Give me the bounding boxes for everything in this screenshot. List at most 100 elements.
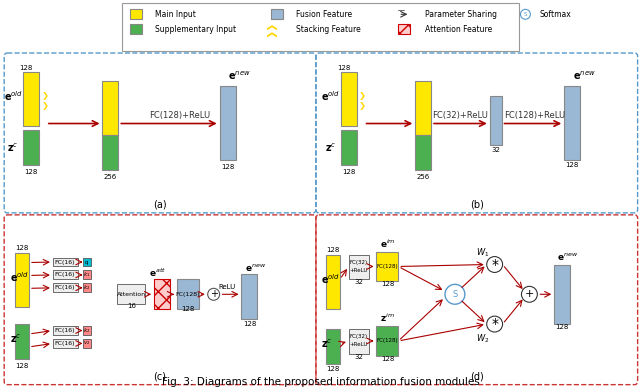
FancyBboxPatch shape [415,81,431,135]
FancyBboxPatch shape [131,9,142,19]
Circle shape [522,286,538,302]
FancyBboxPatch shape [326,329,340,364]
Text: 128: 128 [181,306,195,312]
FancyBboxPatch shape [53,258,77,267]
Text: 128: 128 [337,65,351,71]
Text: ❯
❯: ❯ ❯ [42,91,49,110]
FancyBboxPatch shape [83,339,91,348]
Text: (a): (a) [153,200,167,210]
Circle shape [486,316,502,332]
FancyBboxPatch shape [349,255,369,280]
Text: 128: 128 [381,282,394,287]
Text: $\mathbf{e}^{new}$: $\mathbf{e}^{new}$ [228,70,251,82]
Text: S: S [524,12,527,17]
Text: Fig. 3: Diagrams of the proposed information fusion modules: Fig. 3: Diagrams of the proposed informa… [162,377,480,387]
Text: FC(32): FC(32) [349,334,368,339]
Text: 128: 128 [326,247,339,253]
FancyBboxPatch shape [349,329,369,354]
Text: +: + [525,289,534,299]
Text: *: * [491,258,498,271]
Text: Attention Feature: Attention Feature [425,25,492,34]
Text: $k_2$: $k_2$ [83,326,90,335]
FancyBboxPatch shape [23,72,39,127]
FancyBboxPatch shape [83,271,91,280]
Text: q: q [85,260,88,265]
Text: FC(16): FC(16) [54,328,75,333]
Text: $k_1$: $k_1$ [83,271,90,280]
Text: Fusion Feature: Fusion Feature [296,10,352,19]
Text: 32: 32 [492,147,500,153]
Text: ❯❯: ❯❯ [266,21,276,37]
FancyBboxPatch shape [83,283,91,292]
Text: 128: 128 [381,356,394,362]
Text: $W_2$: $W_2$ [476,333,490,345]
Text: $\mathbf{e}^{old}$: $\mathbf{e}^{old}$ [321,273,340,286]
Text: $\mathbf{z}^c$: $\mathbf{z}^c$ [8,141,19,154]
FancyBboxPatch shape [241,274,257,319]
FancyBboxPatch shape [564,86,580,160]
Text: (d): (d) [470,372,484,382]
FancyBboxPatch shape [376,251,398,282]
Text: Stacking Feature: Stacking Feature [296,25,361,34]
Text: FC(128): FC(128) [376,339,398,343]
FancyBboxPatch shape [340,131,356,165]
Text: $k_2$: $k_2$ [83,283,90,292]
Text: 128: 128 [19,65,33,71]
Text: FC(128)+ReLU: FC(128)+ReLU [149,111,211,120]
Text: +ReLU: +ReLU [349,268,368,273]
Text: (c): (c) [154,372,166,382]
Text: FC(128): FC(128) [376,264,398,269]
FancyBboxPatch shape [415,135,431,170]
Text: $\mathbf{z}^{im}$: $\mathbf{z}^{im}$ [380,312,395,324]
Text: FC(128)+ReLU: FC(128)+ReLU [504,111,565,120]
FancyBboxPatch shape [83,258,91,267]
FancyBboxPatch shape [15,253,29,307]
Text: $\mathbf{e}^{old}$: $\mathbf{e}^{old}$ [4,89,22,102]
FancyBboxPatch shape [53,283,77,292]
Text: $\mathbf{e}^{old}$: $\mathbf{e}^{old}$ [321,89,340,102]
Text: FC(16): FC(16) [54,285,75,291]
Text: FC(16): FC(16) [54,260,75,265]
Text: 16: 16 [127,303,136,309]
Text: $\mathbf{z}^c$: $\mathbf{z}^c$ [325,141,337,154]
FancyBboxPatch shape [53,339,77,348]
Text: $\mathbf{z}^c$: $\mathbf{z}^c$ [321,338,332,350]
FancyBboxPatch shape [490,96,502,145]
Text: ReLU: ReLU [218,284,236,291]
FancyBboxPatch shape [271,9,283,19]
Text: 128: 128 [15,363,29,369]
Text: 128: 128 [556,324,569,330]
Text: 128: 128 [326,366,339,372]
Text: $\mathbf{z}^c$: $\mathbf{z}^c$ [10,333,22,345]
Text: +: + [210,289,218,299]
Text: 128: 128 [24,169,38,175]
Text: 128: 128 [342,169,355,175]
Text: S: S [452,290,458,299]
Text: Main Input: Main Input [155,10,196,19]
Text: 128: 128 [243,321,256,327]
FancyBboxPatch shape [83,326,91,335]
Text: $\mathbf{e}^{new}$: $\mathbf{e}^{new}$ [244,262,266,273]
FancyBboxPatch shape [23,131,39,165]
Text: *: * [491,317,498,331]
Text: FC(16): FC(16) [54,341,75,346]
Circle shape [486,256,502,273]
FancyBboxPatch shape [398,24,410,34]
Text: 32: 32 [354,354,363,360]
FancyBboxPatch shape [177,280,199,309]
Text: $v_2$: $v_2$ [83,339,90,347]
Text: 128: 128 [15,245,29,251]
FancyBboxPatch shape [131,24,142,34]
FancyBboxPatch shape [102,135,118,170]
Text: 128: 128 [565,162,579,168]
Text: 128: 128 [221,164,234,170]
FancyBboxPatch shape [15,324,29,359]
Text: $\mathbf{e}^{im}$: $\mathbf{e}^{im}$ [380,237,396,250]
Text: FC(32)+ReLU: FC(32)+ReLU [432,111,488,120]
FancyBboxPatch shape [154,280,170,309]
FancyBboxPatch shape [340,72,356,127]
Text: (b): (b) [470,200,484,210]
Text: +ReLU: +ReLU [349,343,368,348]
Text: 256: 256 [417,174,430,180]
Text: $W_1$: $W_1$ [476,246,490,259]
